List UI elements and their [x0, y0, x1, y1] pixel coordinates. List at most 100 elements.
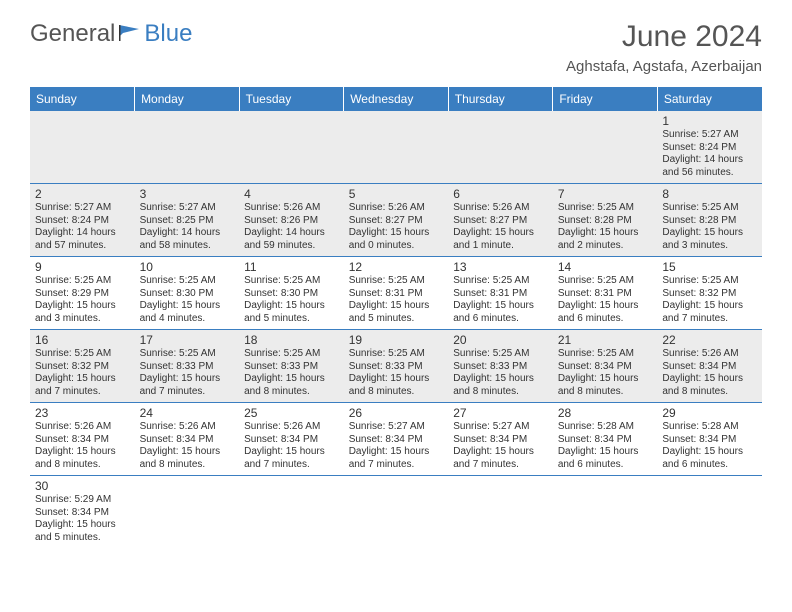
day-number: 11 — [244, 260, 339, 274]
weekday-header: Wednesday — [344, 87, 449, 111]
calendar-day: 16Sunrise: 5:25 AMSunset: 8:32 PMDayligh… — [30, 330, 135, 403]
calendar-day-empty — [553, 476, 658, 549]
day-details: Sunrise: 5:27 AMSunset: 8:24 PMDaylight:… — [662, 129, 757, 179]
flag-icon — [119, 20, 141, 48]
day-number: 28 — [558, 406, 653, 420]
weekday-header: Thursday — [448, 87, 553, 111]
day-number: 22 — [662, 333, 757, 347]
daylight-text: Daylight: 14 hours and 57 minutes. — [35, 227, 130, 252]
sunset-text: Sunset: 8:33 PM — [244, 361, 339, 374]
calendar-day-empty — [239, 476, 344, 549]
sunrise-text: Sunrise: 5:26 AM — [662, 348, 757, 361]
sunset-text: Sunset: 8:24 PM — [35, 215, 130, 228]
calendar-day-empty — [239, 111, 344, 184]
day-number: 18 — [244, 333, 339, 347]
daylight-text: Daylight: 15 hours and 4 minutes. — [140, 300, 235, 325]
calendar-day: 4Sunrise: 5:26 AMSunset: 8:26 PMDaylight… — [239, 184, 344, 257]
sunset-text: Sunset: 8:34 PM — [244, 434, 339, 447]
day-number: 15 — [662, 260, 757, 274]
day-number: 29 — [662, 406, 757, 420]
sunset-text: Sunset: 8:27 PM — [453, 215, 548, 228]
calendar-day: 10Sunrise: 5:25 AMSunset: 8:30 PMDayligh… — [135, 257, 240, 330]
daylight-text: Daylight: 15 hours and 8 minutes. — [244, 373, 339, 398]
calendar-day: 18Sunrise: 5:25 AMSunset: 8:33 PMDayligh… — [239, 330, 344, 403]
calendar-day-empty — [448, 476, 553, 549]
calendar-day-empty — [135, 476, 240, 549]
daylight-text: Daylight: 15 hours and 8 minutes. — [140, 446, 235, 471]
calendar-body: 1Sunrise: 5:27 AMSunset: 8:24 PMDaylight… — [30, 111, 762, 548]
logo-text-blue: Blue — [144, 20, 192, 48]
daylight-text: Daylight: 15 hours and 7 minutes. — [662, 300, 757, 325]
day-number: 12 — [349, 260, 444, 274]
sunset-text: Sunset: 8:31 PM — [453, 288, 548, 301]
sunset-text: Sunset: 8:31 PM — [349, 288, 444, 301]
calendar-table: SundayMondayTuesdayWednesdayThursdayFrid… — [30, 87, 762, 548]
weekday-row: SundayMondayTuesdayWednesdayThursdayFrid… — [30, 87, 762, 111]
calendar-day: 23Sunrise: 5:26 AMSunset: 8:34 PMDayligh… — [30, 403, 135, 476]
daylight-text: Daylight: 15 hours and 5 minutes. — [244, 300, 339, 325]
calendar-day: 22Sunrise: 5:26 AMSunset: 8:34 PMDayligh… — [657, 330, 762, 403]
day-details: Sunrise: 5:29 AMSunset: 8:34 PMDaylight:… — [35, 494, 130, 544]
sunrise-text: Sunrise: 5:25 AM — [662, 202, 757, 215]
day-details: Sunrise: 5:26 AMSunset: 8:27 PMDaylight:… — [349, 202, 444, 252]
day-details: Sunrise: 5:25 AMSunset: 8:29 PMDaylight:… — [35, 275, 130, 325]
day-details: Sunrise: 5:25 AMSunset: 8:31 PMDaylight:… — [453, 275, 548, 325]
daylight-text: Daylight: 15 hours and 8 minutes. — [558, 373, 653, 398]
sunset-text: Sunset: 8:34 PM — [35, 434, 130, 447]
daylight-text: Daylight: 15 hours and 8 minutes. — [35, 446, 130, 471]
day-number: 7 — [558, 187, 653, 201]
sunrise-text: Sunrise: 5:26 AM — [140, 421, 235, 434]
sunset-text: Sunset: 8:32 PM — [662, 288, 757, 301]
calendar-day: 24Sunrise: 5:26 AMSunset: 8:34 PMDayligh… — [135, 403, 240, 476]
sunrise-text: Sunrise: 5:26 AM — [35, 421, 130, 434]
sunrise-text: Sunrise: 5:25 AM — [35, 275, 130, 288]
calendar-head: SundayMondayTuesdayWednesdayThursdayFrid… — [30, 87, 762, 111]
sunrise-text: Sunrise: 5:25 AM — [558, 348, 653, 361]
day-details: Sunrise: 5:25 AMSunset: 8:33 PMDaylight:… — [453, 348, 548, 398]
daylight-text: Daylight: 15 hours and 3 minutes. — [662, 227, 757, 252]
day-details: Sunrise: 5:25 AMSunset: 8:28 PMDaylight:… — [662, 202, 757, 252]
day-details: Sunrise: 5:25 AMSunset: 8:33 PMDaylight:… — [244, 348, 339, 398]
sunrise-text: Sunrise: 5:25 AM — [140, 275, 235, 288]
day-details: Sunrise: 5:25 AMSunset: 8:32 PMDaylight:… — [662, 275, 757, 325]
day-number: 24 — [140, 406, 235, 420]
sunrise-text: Sunrise: 5:25 AM — [244, 275, 339, 288]
sunset-text: Sunset: 8:34 PM — [349, 434, 444, 447]
day-number: 26 — [349, 406, 444, 420]
calendar-day: 15Sunrise: 5:25 AMSunset: 8:32 PMDayligh… — [657, 257, 762, 330]
calendar-day: 14Sunrise: 5:25 AMSunset: 8:31 PMDayligh… — [553, 257, 658, 330]
calendar-day-empty — [344, 111, 449, 184]
day-details: Sunrise: 5:25 AMSunset: 8:28 PMDaylight:… — [558, 202, 653, 252]
calendar-day-empty — [448, 111, 553, 184]
sunrise-text: Sunrise: 5:25 AM — [35, 348, 130, 361]
sunrise-text: Sunrise: 5:27 AM — [35, 202, 130, 215]
day-details: Sunrise: 5:27 AMSunset: 8:24 PMDaylight:… — [35, 202, 130, 252]
weekday-header: Saturday — [657, 87, 762, 111]
sunset-text: Sunset: 8:33 PM — [140, 361, 235, 374]
day-details: Sunrise: 5:26 AMSunset: 8:26 PMDaylight:… — [244, 202, 339, 252]
calendar-day: 13Sunrise: 5:25 AMSunset: 8:31 PMDayligh… — [448, 257, 553, 330]
day-details: Sunrise: 5:25 AMSunset: 8:33 PMDaylight:… — [349, 348, 444, 398]
daylight-text: Daylight: 15 hours and 1 minute. — [453, 227, 548, 252]
sunrise-text: Sunrise: 5:28 AM — [662, 421, 757, 434]
day-details: Sunrise: 5:26 AMSunset: 8:34 PMDaylight:… — [140, 421, 235, 471]
day-details: Sunrise: 5:25 AMSunset: 8:33 PMDaylight:… — [140, 348, 235, 398]
sunset-text: Sunset: 8:34 PM — [662, 434, 757, 447]
sunset-text: Sunset: 8:26 PM — [244, 215, 339, 228]
day-details: Sunrise: 5:26 AMSunset: 8:34 PMDaylight:… — [662, 348, 757, 398]
daylight-text: Daylight: 15 hours and 7 minutes. — [35, 373, 130, 398]
daylight-text: Daylight: 15 hours and 8 minutes. — [453, 373, 548, 398]
weekday-header: Monday — [135, 87, 240, 111]
sunset-text: Sunset: 8:31 PM — [558, 288, 653, 301]
day-number: 8 — [662, 187, 757, 201]
daylight-text: Daylight: 15 hours and 6 minutes. — [558, 300, 653, 325]
daylight-text: Daylight: 15 hours and 6 minutes. — [558, 446, 653, 471]
day-number: 10 — [140, 260, 235, 274]
day-number: 5 — [349, 187, 444, 201]
sunrise-text: Sunrise: 5:25 AM — [558, 275, 653, 288]
sunrise-text: Sunrise: 5:25 AM — [244, 348, 339, 361]
daylight-text: Daylight: 15 hours and 5 minutes. — [35, 519, 130, 544]
weekday-header: Tuesday — [239, 87, 344, 111]
sunset-text: Sunset: 8:34 PM — [558, 361, 653, 374]
day-number: 16 — [35, 333, 130, 347]
